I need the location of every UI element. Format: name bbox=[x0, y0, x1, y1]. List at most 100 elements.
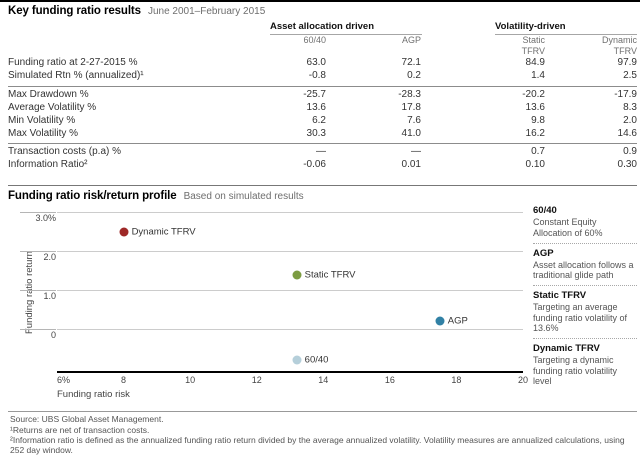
group-header-asset-allocation: Asset allocation driven bbox=[270, 21, 422, 35]
footer-divider-rule bbox=[8, 411, 637, 413]
cell-value: -0.06 bbox=[303, 159, 326, 171]
cell-value: 63.0 bbox=[306, 57, 326, 68]
column-header: AGP bbox=[326, 35, 421, 57]
table-group-header-row: Asset allocation driven Volatility-drive… bbox=[8, 21, 637, 35]
legend-item-desc: Targeting a dynamic funding ratio volati… bbox=[533, 355, 618, 386]
cell-value: 13.6 bbox=[525, 101, 545, 113]
legend-separator bbox=[533, 338, 637, 340]
y-tick-label: 3.0% bbox=[20, 212, 56, 224]
cell-value: 6.2 bbox=[312, 114, 326, 126]
scatter-point-label: AGP bbox=[447, 315, 468, 327]
gridline bbox=[57, 329, 523, 331]
gridline bbox=[57, 251, 523, 253]
legend-item-name: 60/40 bbox=[533, 205, 557, 217]
cell-value: 7.6 bbox=[407, 114, 421, 126]
scatter-point-label: Dynamic TFRV bbox=[131, 226, 196, 238]
chart-header: Funding ratio risk/return profile Based … bbox=[8, 190, 637, 203]
column-header: 60/40 bbox=[270, 35, 326, 57]
legend-item: AGP Asset allocation follows a tradition… bbox=[533, 248, 637, 281]
row-label: Average Volatility % bbox=[8, 101, 97, 113]
gridline bbox=[57, 212, 523, 214]
cell-value: 72.1 bbox=[401, 57, 421, 68]
scatter-point-label: Static TFRV bbox=[304, 269, 356, 281]
row-label: Min Volatility % bbox=[8, 114, 76, 126]
row-label: Max Volatility % bbox=[8, 127, 79, 139]
table-separator bbox=[8, 143, 637, 145]
table-subtitle: June 2001–February 2015 bbox=[147, 6, 266, 17]
table-row: Funding ratio at 2-27-2015 % 63.0 72.1 84.9… bbox=[8, 57, 637, 70]
column-header-line: TFRV bbox=[613, 45, 637, 56]
legend-item-desc: Asset allocation follows a traditional g… bbox=[533, 259, 634, 281]
x-tick-label: 10 bbox=[185, 375, 196, 386]
legend-item: 60/40 Constant Equity Allocation of 60% bbox=[533, 205, 637, 238]
legend-item-desc: Targeting an average funding ratio volat… bbox=[533, 302, 628, 334]
x-axis-label: Funding ratio risk bbox=[57, 389, 130, 401]
x-tick-label: 16 bbox=[384, 375, 395, 386]
cell-value: 2.0 bbox=[623, 114, 637, 126]
top-border-rule bbox=[0, 0, 640, 2]
table-header: Key funding ratio results June 2001–Febr… bbox=[8, 5, 637, 18]
cell-value: 97.9 bbox=[617, 57, 637, 68]
footnote-1: ¹Returns are net of transaction costs. bbox=[10, 424, 150, 435]
cell-value: 14.6 bbox=[617, 127, 637, 139]
gridline bbox=[57, 290, 523, 292]
row-label: Transaction costs (p.a) % bbox=[8, 146, 122, 158]
table-row: Min Volatility % 6.2 7.6 9.8 2.0 bbox=[8, 115, 637, 128]
legend-separator bbox=[533, 285, 637, 287]
cell-value: -28.3 bbox=[398, 88, 421, 100]
cell-value: — bbox=[316, 146, 326, 158]
cell-value: 17.8 bbox=[401, 101, 421, 113]
cell-value: -20.2 bbox=[522, 88, 545, 100]
source-line: Source: UBS Global Asset Management. bbox=[10, 414, 164, 425]
legend-item-name: AGP bbox=[533, 247, 554, 259]
chart-legend: 60/40 Constant Equity Allocation of 60% … bbox=[533, 204, 637, 386]
chart-subtitle: Based on simulated results bbox=[183, 191, 304, 203]
legend-separator bbox=[533, 242, 637, 244]
row-label: Information Ratio² bbox=[8, 159, 88, 171]
y-tick-label: 0 bbox=[20, 329, 56, 341]
cell-value: 0.7 bbox=[531, 146, 545, 158]
scatter-point-60-40 bbox=[292, 355, 302, 365]
report-page: Key funding ratio results June 2001–Febr… bbox=[0, 5, 640, 455]
cell-value: 0.9 bbox=[623, 146, 637, 158]
column-header-line: AGP bbox=[401, 35, 421, 45]
legend-item-name: Static TFRV bbox=[533, 290, 587, 302]
cell-value: 9.8 bbox=[531, 114, 545, 126]
y-tick-label: 2.0 bbox=[20, 251, 56, 263]
scatter-point-static-tfrv bbox=[292, 270, 302, 280]
cell-value: 13.6 bbox=[306, 101, 326, 113]
table-row: Simulated Rtn % (annualized)¹ -0.8 0.2 1.4 2… bbox=[8, 70, 637, 83]
table-row: Max Drawdown % -25.7 -28.3 -20.2 -17.9 bbox=[8, 89, 637, 102]
column-header-line: 60/40 bbox=[303, 35, 326, 45]
cell-value: 30.3 bbox=[306, 127, 326, 139]
column-header-line: Static bbox=[522, 35, 545, 45]
cell-value: 8.3 bbox=[623, 101, 637, 113]
cell-value: 2.5 bbox=[623, 69, 637, 81]
legend-item: Dynamic TFRV Targeting a dynamic funding… bbox=[533, 343, 637, 386]
x-tick-label: 12 bbox=[251, 375, 262, 386]
cell-value: 16.2 bbox=[525, 127, 545, 139]
cell-value: -17.9 bbox=[614, 88, 637, 100]
column-header-line: TFRV bbox=[521, 45, 545, 56]
x-tick-label: 8 bbox=[121, 375, 127, 386]
cell-value: 1.4 bbox=[531, 69, 545, 81]
section-divider-rule bbox=[8, 185, 637, 187]
cell-value: 0.10 bbox=[525, 159, 545, 171]
table-row: Transaction costs (p.a) % — — 0.7 0.9 bbox=[8, 146, 637, 159]
row-label: Max Drawdown % bbox=[8, 88, 89, 100]
table-title: Key funding ratio results bbox=[8, 5, 141, 17]
footnotes: Source: UBS Global Asset Management. ¹Re… bbox=[8, 414, 637, 455]
scatter-chart: Funding ratio return Funding ratio risk … bbox=[8, 204, 637, 402]
footnote-2: ²Information ratio is defined as the ann… bbox=[10, 435, 625, 455]
y-tick-label: 1.0 bbox=[20, 290, 56, 302]
table-row: Average Volatility % 13.6 17.8 13.6 8.3 bbox=[8, 102, 637, 115]
column-header: Static TFRV bbox=[421, 35, 545, 57]
table-body: Funding ratio at 2-27-2015 % 63.0 72.1 84.9… bbox=[8, 57, 637, 172]
cell-value: -25.7 bbox=[303, 88, 326, 100]
table-col-headers: 60/40 AGP Static TFRV Dynamic TFRV bbox=[8, 35, 637, 57]
col-header-spacer bbox=[8, 35, 270, 57]
column-header-line: Dynamic bbox=[601, 35, 637, 45]
row-label: Funding ratio at 2-27-2015 % bbox=[8, 57, 138, 68]
x-tick-label: 20 bbox=[517, 375, 529, 386]
cell-value: 0.2 bbox=[407, 69, 421, 81]
